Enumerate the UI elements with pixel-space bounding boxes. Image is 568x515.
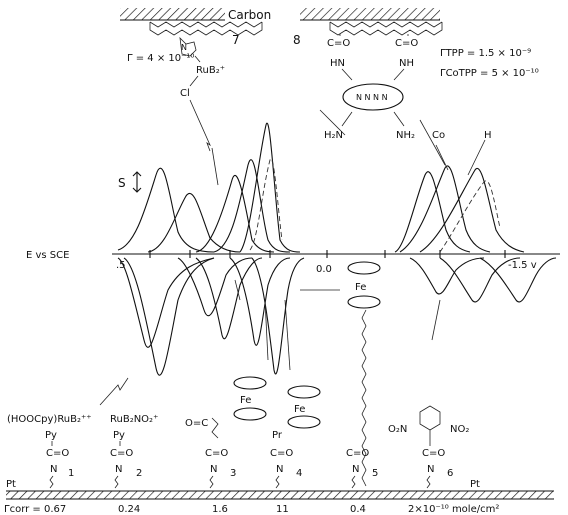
- svg-text:C=O: C=O: [422, 448, 445, 459]
- svg-text:C=O: C=O: [270, 448, 293, 459]
- svg-text:Fe: Fe: [240, 395, 251, 406]
- svg-text:N N N N: N N N N: [356, 93, 388, 102]
- svg-text:C=O: C=O: [346, 448, 369, 459]
- co-label: Co: [432, 130, 445, 141]
- ferrocene-4: Fe: [287, 385, 321, 429]
- graphite-rings-right: [329, 21, 443, 36]
- svg-text:N: N: [115, 464, 122, 475]
- svg-text:N: N: [210, 464, 217, 475]
- label-7: 7: [232, 33, 240, 47]
- svg-text:NH: NH: [399, 58, 414, 69]
- gamma-tpp: ΓTPP = 1.5 × 10⁻⁹: [440, 48, 531, 59]
- e-vs-sce-label: E vs SCE: [26, 250, 69, 261]
- structure-6: O₂N NO₂ C=O N 6: [388, 405, 469, 489]
- structure-4: Pr C=O N 4: [270, 430, 302, 489]
- svg-text:C=O: C=O: [395, 38, 418, 49]
- svg-text:Γcorr = 0.67: Γcorr = 0.67: [4, 504, 66, 515]
- voltammogram-lower-right: [409, 257, 557, 303]
- carbon-electrode: Carbon: [120, 8, 440, 22]
- svg-text:2: 2: [136, 468, 142, 479]
- gamma-cotpp: ΓCoTPP = 5 × 10⁻¹⁰: [440, 68, 539, 79]
- svg-text:N: N: [50, 464, 57, 475]
- connector-arrows: [99, 99, 486, 406]
- svg-text:(HOOCpy)RuB₂⁺⁺: (HOOCpy)RuB₂⁺⁺: [7, 414, 92, 425]
- svg-text:2×10⁻¹⁰ mole/cm²: 2×10⁻¹⁰ mole/cm²: [408, 504, 499, 515]
- svg-text:S: S: [118, 176, 126, 190]
- pt-label-right: Pt: [470, 479, 480, 490]
- svg-text:HN: HN: [330, 58, 345, 69]
- tick-label-zero: 0.0: [316, 264, 332, 275]
- svg-text:RuB₂NO₂⁺: RuB₂NO₂⁺: [110, 414, 158, 425]
- svg-text:O=C: O=C: [185, 418, 208, 429]
- voltammogram-lower-left: [117, 257, 305, 376]
- h-label: H: [484, 130, 492, 141]
- tick-label-left: .5: [116, 260, 126, 271]
- svg-text:O₂N: O₂N: [388, 424, 407, 435]
- svg-text:1: 1: [68, 468, 74, 479]
- svg-text:Fe: Fe: [294, 404, 305, 415]
- svg-text:Cl: Cl: [180, 88, 190, 99]
- structure-3: O=C C=O N 3: [185, 417, 236, 489]
- svg-text:6: 6: [447, 468, 453, 479]
- svg-text:NO₂: NO₂: [450, 424, 469, 435]
- label-8: 8: [293, 33, 301, 47]
- coverage-row: Γcorr = 0.67 0.24 1.6 11 0.4 2×10⁻¹⁰ mol…: [4, 504, 499, 515]
- s-scale-bar: S: [118, 171, 142, 193]
- svg-text:N: N: [352, 464, 359, 475]
- svg-text:Fe: Fe: [355, 282, 366, 293]
- svg-text:Pr: Pr: [272, 430, 283, 441]
- pt-electrode: Pt Pt: [6, 479, 554, 500]
- svg-text:Py: Py: [113, 430, 125, 441]
- structure-1: (HOOCpy)RuB₂⁺⁺ Py C=O N 1: [7, 414, 92, 489]
- voltammogram-upper-left: [117, 122, 301, 253]
- tick-label-right: -1.5 v: [508, 260, 537, 271]
- porphyrin-8: 8 C=O C=O HN NH N N N N H₂N NH₂: [293, 33, 418, 141]
- svg-text:RuB₂⁺: RuB₂⁺: [196, 65, 225, 76]
- structure-2: RuB₂NO₂⁺ Py C=O N 2: [110, 414, 158, 489]
- svg-text:3: 3: [230, 468, 236, 479]
- svg-text:NH₂: NH₂: [396, 130, 415, 141]
- svg-text:N: N: [276, 464, 283, 475]
- svg-text:C=O: C=O: [327, 38, 350, 49]
- svg-text:N: N: [181, 43, 187, 52]
- svg-text:11: 11: [276, 504, 289, 515]
- pt-label-left: Pt: [6, 479, 16, 490]
- ru-complex-7: N RuB₂⁺ Cl 7 Γ = 4 × 10⁻¹⁰: [127, 33, 240, 99]
- svg-text:C=O: C=O: [46, 448, 69, 459]
- graphite-rings-left: [149, 21, 263, 36]
- ferrocene-3: Fe: [233, 376, 267, 421]
- svg-text:0.24: 0.24: [118, 504, 140, 515]
- svg-text:H₂N: H₂N: [324, 130, 343, 141]
- svg-text:Py: Py: [45, 430, 57, 441]
- svg-text:5: 5: [372, 468, 378, 479]
- svg-text:C=O: C=O: [205, 448, 228, 459]
- svg-text:0.4: 0.4: [350, 504, 366, 515]
- svg-text:4: 4: [296, 468, 302, 479]
- svg-text:C=O: C=O: [110, 448, 133, 459]
- carbon-label: Carbon: [228, 8, 271, 22]
- svg-text:1.6: 1.6: [212, 504, 228, 515]
- svg-text:N: N: [427, 464, 434, 475]
- ferrocene-chain-5: Fe: [347, 261, 381, 487]
- gamma-ru: Γ = 4 × 10⁻¹⁰: [127, 53, 194, 64]
- voltammogram-upper-right: [394, 165, 525, 253]
- structure-5: C=O N 5: [346, 448, 378, 489]
